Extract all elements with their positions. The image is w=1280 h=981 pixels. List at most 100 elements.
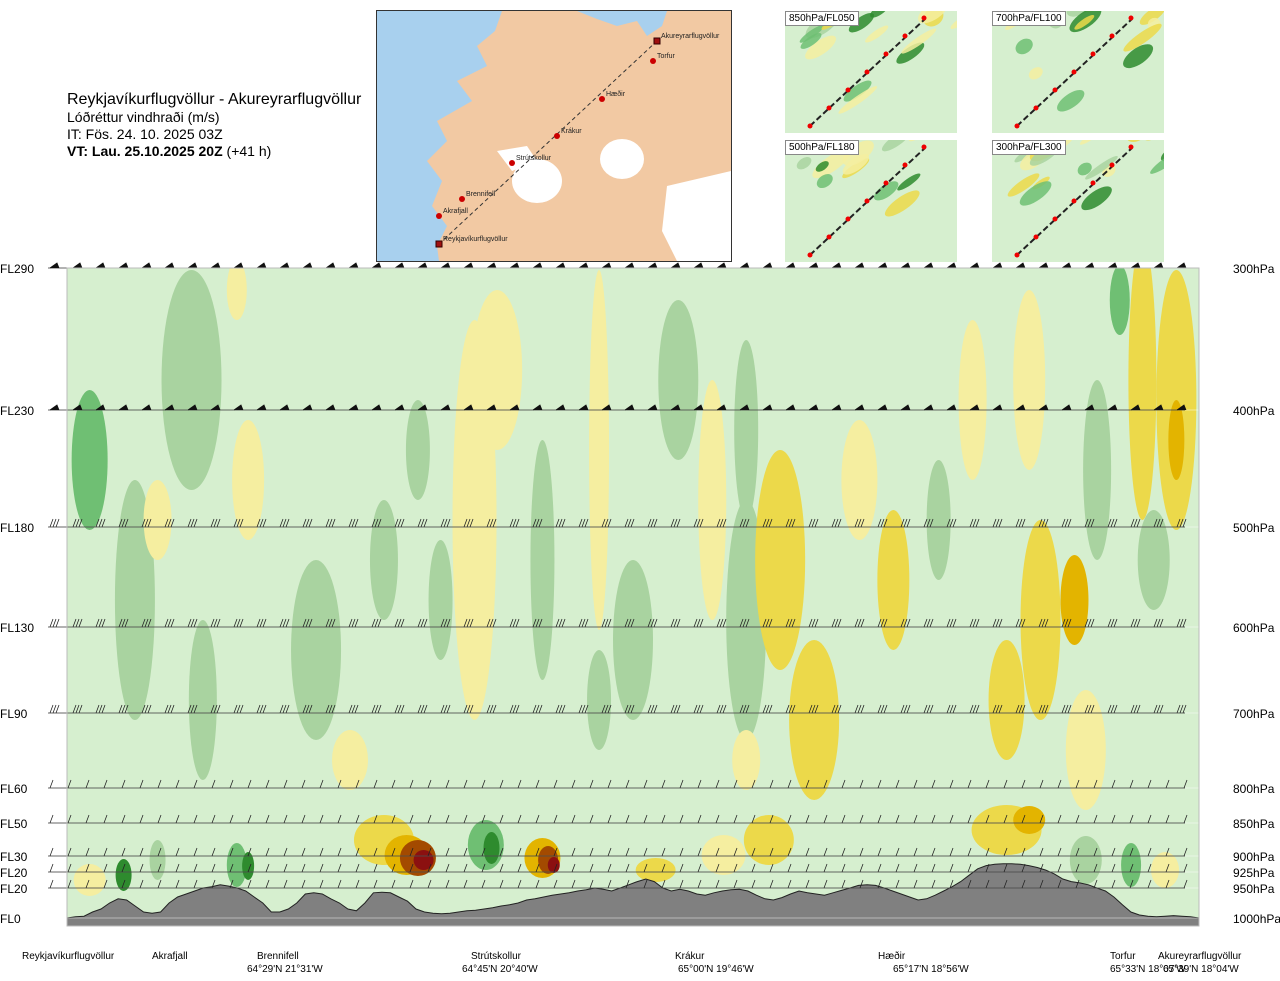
wind-barb [283,814,288,824]
wind-barb [233,618,244,628]
wind-barb [302,704,313,714]
wind-barb [1075,879,1080,889]
wind-barb [1176,262,1187,269]
wind-barb [1039,779,1044,789]
wind-barb [949,863,954,873]
wind-barb [141,262,152,269]
mini-map-point [883,51,889,57]
wind-barb [571,847,576,857]
map-point-label: Hæðir [606,90,626,98]
wind-barb [373,863,378,873]
wind-barb [103,879,108,889]
wind-barb [509,618,520,628]
wind-barb [693,618,704,628]
pressure-level-label: 400hPa [1233,404,1275,418]
route-point-label: Reykjavíkurflugvöllur [22,951,115,962]
map-sea-north [577,11,667,36]
wind-barb [211,814,216,824]
mini-map-point [845,87,851,93]
field-contour [71,390,108,530]
wind-barb [762,262,773,269]
glacier-hofsjokull [600,139,644,179]
wind-barb [823,779,828,789]
wind-barb [877,518,888,528]
wind-barb [440,618,451,628]
mini-map-point [1052,216,1058,222]
wind-barb [210,518,221,528]
wind-barb [769,814,774,824]
flight-level-label: FL30 [0,850,28,864]
wind-barb [1084,262,1095,269]
wind-barb [679,814,684,824]
wind-barb [187,704,198,714]
wind-barb [463,618,474,628]
wind-barb [715,847,720,857]
wind-barb [1183,814,1188,824]
wind-barb [854,404,865,411]
map-waypoint-marker [650,58,656,64]
wind-barb [409,879,414,889]
wind-barb [679,779,684,789]
wind-barb [679,863,684,873]
wind-barb [193,814,198,824]
field-contour [405,400,430,500]
wind-barb [1038,518,1049,528]
wind-barb [355,779,360,789]
wind-barb [85,879,90,889]
wind-barb [373,879,378,889]
wind-barb [661,863,666,873]
wind-barb [571,879,576,889]
wind-barb [553,814,558,824]
wind-barb [355,847,360,857]
wind-barb [589,879,594,889]
wind-barb [601,404,612,411]
map-waypoint-marker [599,96,605,102]
wind-barb [571,779,576,789]
wind-barb [1093,814,1098,824]
wind-barb [348,404,359,411]
wind-barb [877,704,888,714]
wind-barb [348,262,359,269]
wind-barb [769,847,774,857]
valid-time-bold: VT: Lau. 25.10.2025 20Z [67,143,223,159]
wind-barb [1021,879,1026,889]
wind-barb [1084,518,1095,528]
wind-barb [578,704,589,714]
wind-barb [625,879,630,889]
flight-level-label: FL180 [0,521,34,535]
wind-barbs [48,262,1188,889]
route-point-label: Hæðir [878,950,906,962]
field-contour [1151,852,1180,888]
map-point-label: Krákur [561,128,582,135]
wind-barb [739,618,750,628]
wind-barb [325,618,336,628]
mini-map-label: 300hPa/FL300 [992,140,1066,155]
wind-barb [831,704,842,714]
route-point-coord: 65°00'N 19°46'W [678,964,754,975]
wind-barb [946,618,957,628]
wind-barb [302,262,313,269]
wind-barb [854,518,865,528]
wind-barb [157,863,162,873]
field-contour [988,640,1025,760]
wind-barb [118,262,129,269]
valid-offset: (+41 h) [226,143,272,159]
wind-barb [121,814,126,824]
flight-level-label: FL20 [0,866,28,880]
wind-barb [913,814,918,824]
wind-barb [121,879,126,889]
field-contour [613,560,653,720]
wind-barb [141,518,152,528]
mini-map-blob [800,33,822,49]
wind-barb [233,704,244,714]
mini-map-blob [1081,186,1112,211]
wind-barb [1021,779,1026,789]
wind-barb [805,847,810,857]
wind-barb [647,404,658,411]
wind-barb [739,404,750,411]
wind-barb [571,814,576,824]
wind-barb [67,879,72,889]
wind-barb [417,618,428,628]
wind-barb [85,814,90,824]
wind-barb [164,618,175,628]
